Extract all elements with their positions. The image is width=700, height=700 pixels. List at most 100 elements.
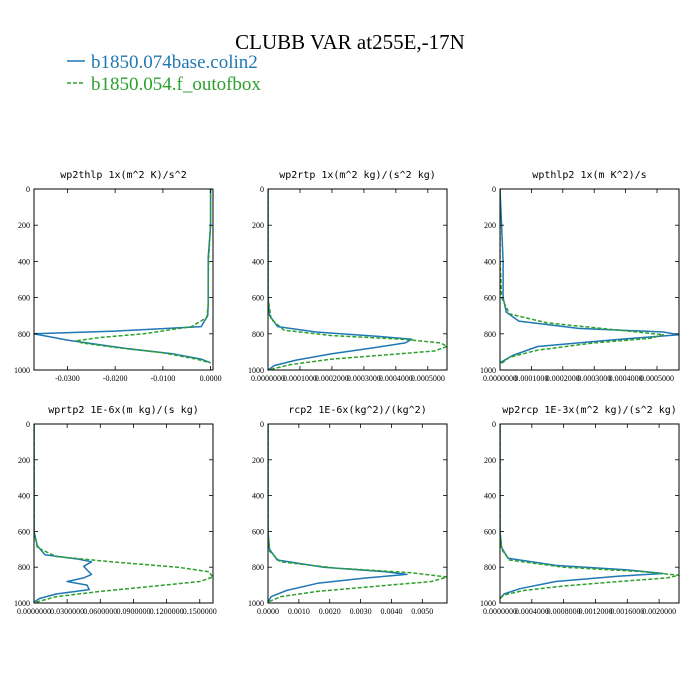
y-tick-label: 800 <box>252 330 264 339</box>
panel-6: wp2rcp 1E-3x(m^2 kg)/(s^2 kg) 0 200 400 600 8… <box>480 405 680 616</box>
panel-5: rcp2 1E-6x(kg^2)/(kg^2) 0 200 400 600 800 1000… <box>248 405 448 616</box>
x-tick-label: 0.0001000 <box>514 374 548 383</box>
panel-2: wp2rtp 1x(m^2 kg)/(s^2 kg) 0 200 400 600 800 1… <box>248 170 448 383</box>
y-tick-label: 600 <box>18 527 30 536</box>
y-tick-label: 1000 <box>480 366 496 375</box>
y-tick-label: 0 <box>260 185 264 194</box>
x-tick-label: 0.0008000 <box>547 607 581 616</box>
y-tick-label: 0 <box>26 185 30 194</box>
x-tick-label: 0.0000 <box>257 607 279 616</box>
panel-3: wpthlp2 1x(m K^2)/s020040060080010000.00… <box>480 170 680 383</box>
y-tick-label: 800 <box>484 330 496 339</box>
y-tick-label: 0 <box>260 420 264 429</box>
y-tick-label: 0 <box>492 185 496 194</box>
y-tick-label: 200 <box>484 456 496 465</box>
x-tick-label: 0.0030 <box>350 607 372 616</box>
x-tick-label: 0.0600000 <box>83 607 117 616</box>
figure-title: CLUBB VAR at255E,-17N <box>235 30 465 54</box>
y-tick-label: 600 <box>484 294 496 303</box>
panel-title: wprtp2 1E-6x(m kg)/(s kg) <box>48 405 199 416</box>
series-group <box>268 424 447 603</box>
x-tick-label: 0.0005000 <box>640 374 674 383</box>
x-tick-label: 0.0020 <box>319 607 341 616</box>
x-tick-label: 0.0002000 <box>546 374 580 383</box>
y-tick-label: 800 <box>18 330 30 339</box>
x-tick-label: 0.0020000 <box>642 607 676 616</box>
y-tick-label: 800 <box>252 563 264 572</box>
y-tick-label: 400 <box>484 257 496 266</box>
panel-grid: wp2thlp 1x(m^2 K)/s^2 0 200 400 600 800 1000 -0… <box>14 170 680 616</box>
panel-title: wpthlp2 1x(m K^2)/s <box>532 170 646 181</box>
series-line-2 <box>34 424 213 603</box>
y-tick-label: 200 <box>252 456 264 465</box>
y-tick-label: 600 <box>484 527 496 536</box>
legend: b1850.074base.colin2 b1850.054.f_outofbo… <box>67 52 261 95</box>
y-tick-label: 1000 <box>480 599 496 608</box>
x-tick-label: 0.0300000 <box>50 607 84 616</box>
legend-label-series-1: b1850.074base.colin2 <box>91 52 258 73</box>
x-tick-label: 0.0002000 <box>315 374 349 383</box>
series-group <box>34 424 213 603</box>
x-tick-label: 0.0000000 <box>483 374 517 383</box>
x-tick-label: -0.0200 <box>103 374 128 383</box>
x-tick-label: 0.1500000 <box>183 607 217 616</box>
y-tick-label: 400 <box>484 492 496 501</box>
series-line-1 <box>500 424 664 599</box>
y-tick-label: 200 <box>252 221 264 230</box>
y-tick-label: 1000 <box>248 366 264 375</box>
x-tick-label: 0.0005000 <box>411 374 445 383</box>
plot-frame <box>33 423 214 604</box>
x-tick-label: 0.0004000 <box>609 374 643 383</box>
x-tick-label: 0.0900000 <box>116 607 150 616</box>
plot-frame <box>499 423 680 604</box>
series-line-2 <box>268 189 447 370</box>
y-tick-label: 400 <box>252 492 264 501</box>
panel-title: wp2thlp 1x(m^2 K)/s^2 <box>60 170 186 181</box>
series-line-2 <box>500 189 665 366</box>
x-tick-label: -0.0300 <box>55 374 80 383</box>
series-line-2 <box>76 189 212 364</box>
x-tick-label: 0.0000000 <box>251 374 285 383</box>
y-tick-label: 400 <box>252 257 264 266</box>
x-tick-label: 0.0004000 <box>515 607 549 616</box>
y-tick-label: 800 <box>484 563 496 572</box>
y-tick-label: 400 <box>18 492 30 501</box>
x-tick-label: 0.0003000 <box>577 374 611 383</box>
series-line-2 <box>268 424 447 603</box>
y-tick-label: 1000 <box>248 599 264 608</box>
x-tick-label: 0.0040 <box>380 607 402 616</box>
x-tick-label: 0.0010 <box>288 607 310 616</box>
x-tick-label: 0.0000000 <box>17 607 51 616</box>
y-tick-label: 600 <box>252 527 264 536</box>
y-tick-label: 200 <box>18 221 30 230</box>
y-tick-label: 0 <box>492 420 496 429</box>
plot-frame <box>33 188 214 371</box>
x-tick-label: 0.0003000 <box>347 374 381 383</box>
panel-1: wp2thlp 1x(m^2 K)/s^2 0 200 400 600 800 1000 -0… <box>14 170 222 383</box>
panel-4: wprtp2 1E-6x(m kg)/(s kg) 0 200 400 600 800 10… <box>14 405 217 616</box>
plot-frame <box>267 423 448 604</box>
y-tick-label: 600 <box>18 294 30 303</box>
x-tick-label: 0.0000000 <box>483 607 517 616</box>
x-tick-label: 0.0050 <box>411 607 433 616</box>
y-tick-label: 400 <box>18 257 30 266</box>
plot-frame <box>499 188 680 371</box>
panel-title: wp2rtp 1x(m^2 kg)/(s^2 kg) <box>279 170 436 181</box>
x-tick-label: 0.1200000 <box>150 607 184 616</box>
panel-title: rcp2 1E-6x(kg^2)/(kg^2) <box>288 405 426 416</box>
x-tick-label: 0.0016000 <box>610 607 644 616</box>
x-tick-label: 0.0000 <box>200 374 222 383</box>
y-tick-label: 200 <box>18 456 30 465</box>
y-tick-label: 0 <box>26 420 30 429</box>
x-tick-label: -0.0100 <box>151 374 176 383</box>
plot-frame <box>267 188 448 371</box>
x-tick-label: 0.0004000 <box>379 374 413 383</box>
y-tick-label: 1000 <box>14 366 30 375</box>
y-tick-label: 600 <box>252 294 264 303</box>
y-tick-label: 1000 <box>14 599 30 608</box>
legend-label-series-2: b1850.054.f_outofbox <box>91 74 261 95</box>
panel-title: wp2rcp 1E-3x(m^2 kg)/(s^2 kg) <box>502 405 677 416</box>
x-tick-label: 0.0012000 <box>578 607 612 616</box>
